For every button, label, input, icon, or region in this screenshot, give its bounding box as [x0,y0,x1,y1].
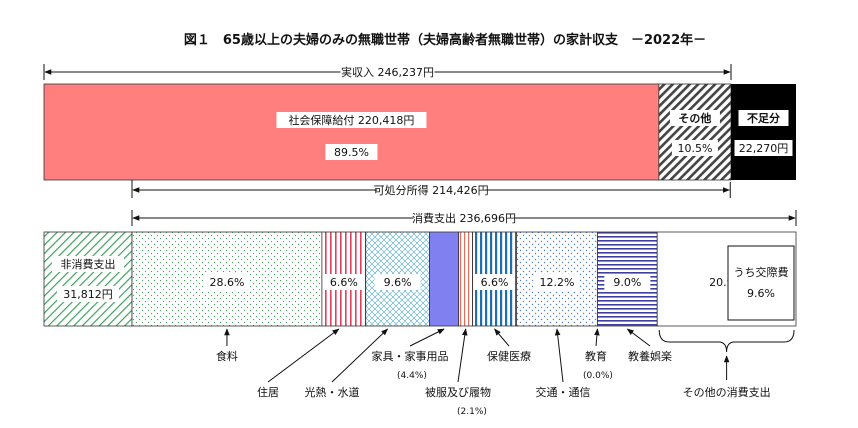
disposable-income-dimension-label: 可処分所得 214,426円 [374,184,489,197]
non-consumption-amount: 31,812円 [63,288,113,301]
social-security-pct-bg [325,144,378,160]
other-income-pct: 10.5% [677,142,712,155]
bar-non-consumption [43,231,133,327]
callout-arrow-4 [457,328,468,383]
consumption-dimension-label: 消費支出 236,696円 [412,211,516,225]
bar-other-income [658,83,732,181]
callout-label-6: 交通・通信 [536,385,591,399]
bar-entertainment-sub [727,245,795,321]
social-security-label: 社会保障給付 220,418円 [288,113,414,127]
other-income-label-bg [669,110,720,126]
other-income-pct-bg [671,140,718,156]
callout-label-9: その他の消費支出 [683,385,771,399]
callout-label-3: 家具・家事用品 [372,349,449,363]
shortfall-amount: 22,270円 [739,142,789,155]
callout-label-1: 住居 [257,385,279,399]
shortfall-label: 不足分 [747,111,780,125]
shortfall-label-bg [738,110,789,126]
exp-pct-2-bg [374,274,421,290]
disposable-income-dimension-label-bg [377,182,486,198]
callout-arrow-8 [626,328,651,347]
callout-label-8: 教養娯楽 [628,349,672,363]
exp-pct-5-bg [474,274,515,290]
exp-pct-0: 28.6% [209,276,244,289]
bar-exp-4 [458,231,474,327]
exp-pct-8: 9.0% [613,276,641,289]
callout-arrow-5 [494,328,510,347]
exp-pct-1-bg [323,274,364,290]
exp-pct-1: 6.6% [330,276,358,289]
shortfall-amount-bg [734,140,793,156]
real-income-dimension-label-bg [340,64,435,80]
non-consumption-label: 非消費支出 [61,257,116,271]
bar-shortfall [731,84,796,180]
non-consumption-label-bg [52,256,124,272]
callout-arrow-3 [409,328,445,347]
bar-exp-3 [429,231,460,327]
exp-pct-6: 12.2% [539,276,574,289]
entertainment-sub-label: うち交際費 [734,265,789,279]
callout-arrow-6 [554,328,564,383]
exp-pct-6-bg [533,274,580,290]
exp-pct-8-bg [604,274,651,290]
social-security-label-bg [276,112,427,128]
callout-label-5: 保健医療 [487,349,531,363]
chart-title: 図１ 65歳以上の夫婦のみの無職世帯（夫婦高齢者無職世帯）の家計収支 －2022… [184,32,706,48]
callout-label-0: 食料 [216,349,238,363]
callout-sub-3: (4.4%) [397,371,427,381]
callout-arrow-1 [267,328,340,383]
exp-pct-2: 9.6% [384,276,412,289]
callout-arrow-7 [594,328,600,347]
callout-sub-4: (2.1%) [457,407,487,417]
other-income-label: その他 [678,111,711,125]
non-consumption-amount-bg [57,286,119,302]
callout-label-4: 被服及び履物 [425,385,491,399]
callout-label-7: 教育 [585,349,607,363]
real-income-dimension-label: 実収入 246,237円 [341,65,434,79]
bar-social-security [43,83,660,181]
other-consumption-brace [658,329,795,353]
entertainment-sub-pct: 9.6% [747,287,775,300]
social-security-pct: 89.5% [334,146,369,159]
consumption-dimension-label-bg [413,210,515,226]
callout-sub-7: (0.0%) [583,371,613,381]
exp-pct-5: 6.6% [481,276,509,289]
exp-pct-0-bg [203,274,250,290]
callout-label-2: 光熱・水道 [305,385,360,399]
callout-arrow-2 [331,328,389,383]
